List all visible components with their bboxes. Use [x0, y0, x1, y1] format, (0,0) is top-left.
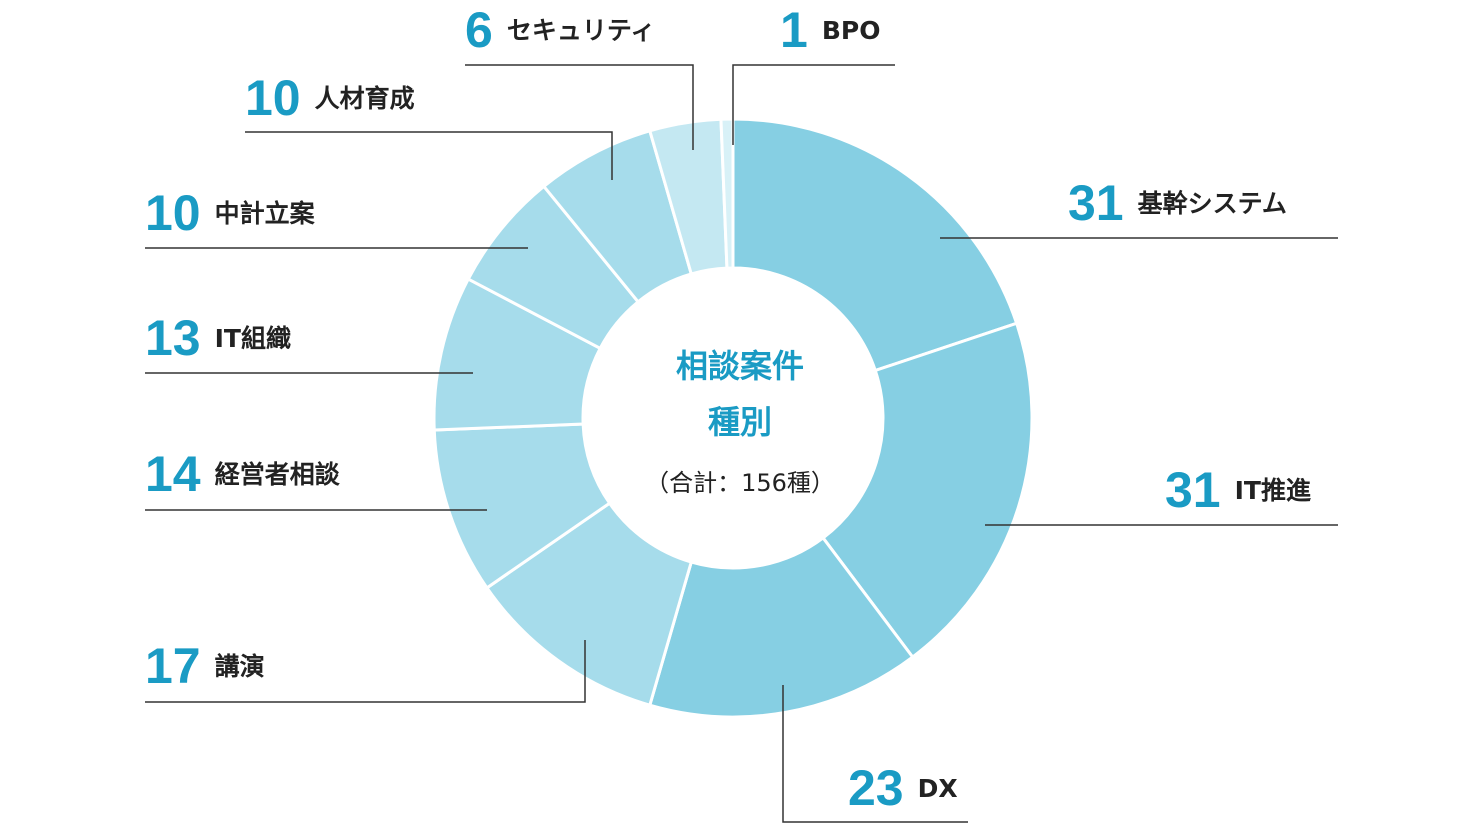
category-label: 人材育成 — [315, 84, 415, 113]
center-subtitle: （合計：156種） — [645, 469, 835, 497]
slice — [731, 117, 1019, 373]
value-label: 1 — [780, 2, 808, 58]
donut — [432, 117, 1034, 719]
leader-line — [145, 640, 586, 703]
slice — [647, 535, 915, 719]
value-label: 14 — [145, 446, 201, 502]
category-label: 中計立案 — [215, 199, 316, 228]
category-label: 講演 — [215, 652, 265, 681]
slice — [719, 117, 735, 270]
category-label: IT推進 — [1235, 476, 1311, 505]
value-label: 23 — [848, 760, 904, 816]
category-label: IT組織 — [215, 324, 291, 353]
category-label: 基幹システム — [1138, 189, 1287, 218]
leader-line — [782, 685, 968, 823]
category-label: DX — [918, 774, 958, 803]
leader-line — [465, 64, 694, 150]
leader-line — [245, 131, 613, 180]
center-title: 種別 — [708, 403, 772, 441]
category-label: セキュリティ — [507, 16, 656, 45]
labels: 31 基幹システム 31 IT推進 23 DX 17 講演 14 経営者相談 13 IT組織 10 中計立… — [145, 2, 1338, 823]
value-label: 17 — [145, 638, 201, 694]
value-label: 31 — [1165, 462, 1221, 518]
category-label: BPO — [822, 16, 881, 45]
value-label: 10 — [145, 185, 201, 241]
value-label: 10 — [245, 70, 301, 126]
category-label: 経営者相談 — [215, 460, 341, 489]
slice — [821, 321, 1034, 660]
value-label: 13 — [145, 310, 201, 366]
leader-line — [732, 64, 895, 145]
center-title: 相談案件 — [676, 347, 804, 385]
value-label: 6 — [465, 2, 493, 58]
value-label: 31 — [1068, 175, 1124, 231]
